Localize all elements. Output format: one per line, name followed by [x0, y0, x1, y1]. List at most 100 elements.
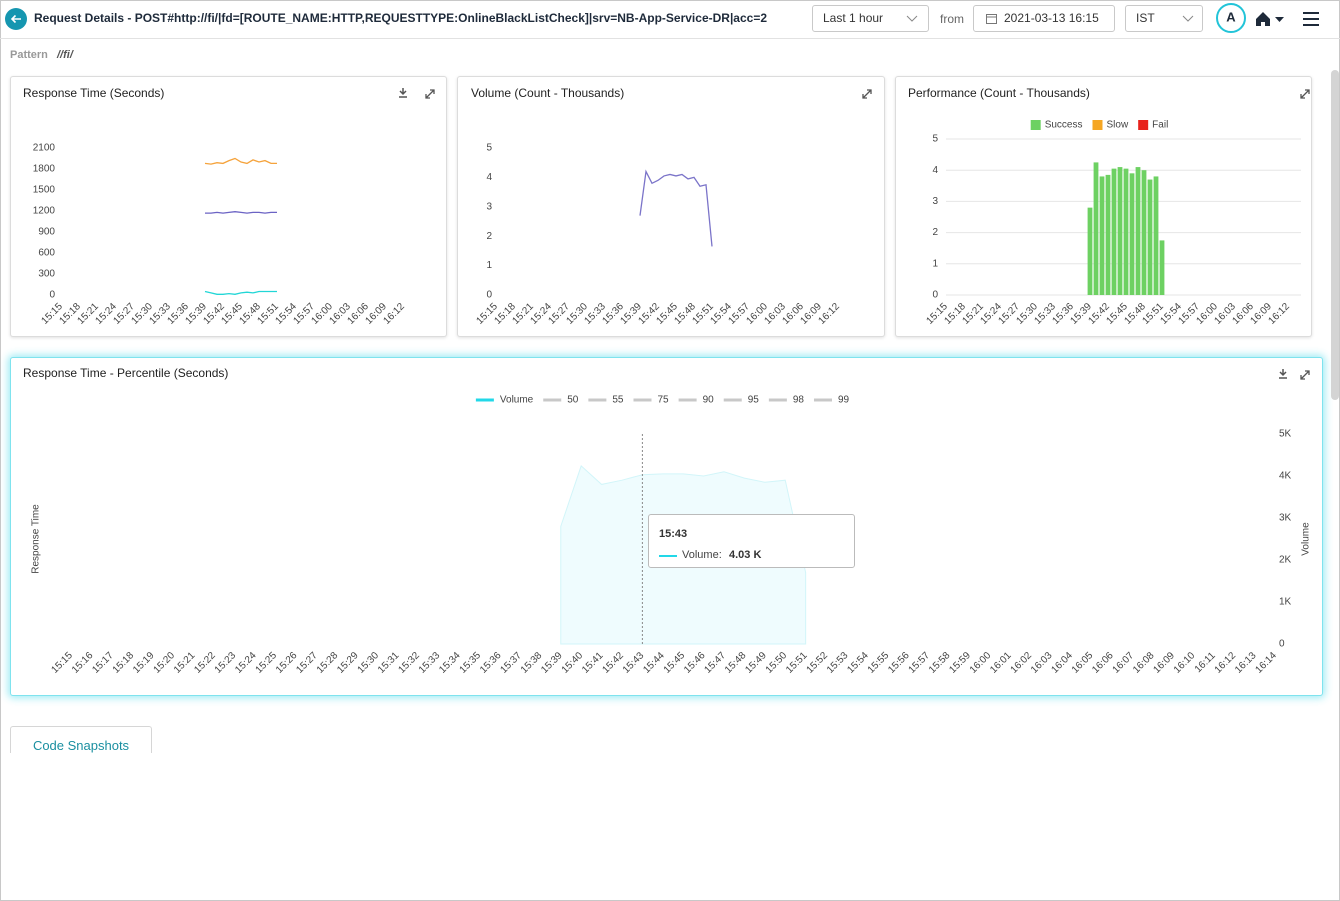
- y-tick-label: 4: [486, 172, 492, 183]
- expand-icon[interactable]: [1301, 90, 1309, 98]
- chart-title: Response Time - Percentile (Seconds): [23, 366, 228, 380]
- legend-swatch: [814, 399, 832, 402]
- header: Request Details - POST#http://fi/|fd=[RO…: [0, 0, 1340, 39]
- legend-swatch: [679, 399, 697, 402]
- x-tick-label: 15:44: [641, 650, 667, 676]
- y-tick-label: 1200: [33, 206, 56, 217]
- legend-label[interactable]: 90: [703, 395, 715, 406]
- line: [640, 172, 712, 247]
- x-tick-label: 16:12: [382, 301, 408, 327]
- legend-label[interactable]: 75: [657, 395, 669, 406]
- chart-title: Performance (Count - Thousands): [908, 86, 1090, 100]
- x-tick-label: 15:42: [600, 650, 626, 676]
- tooltip-swatch: [659, 555, 677, 557]
- legend-label[interactable]: Slow: [1106, 120, 1128, 131]
- download-icon[interactable]: [1279, 369, 1287, 378]
- x-tick-label: 16:06: [1090, 650, 1116, 676]
- y-tick-label: 1500: [33, 185, 56, 196]
- hamburger-menu[interactable]: [1303, 11, 1321, 27]
- x-tick-label: 16:11: [1193, 650, 1218, 675]
- legend-swatch: [633, 399, 651, 402]
- x-tick-label: 15:33: [417, 650, 443, 676]
- y2-tick-label: 4K: [1279, 471, 1292, 482]
- x-tick-label: 16:12: [817, 301, 843, 327]
- legend-swatch: [1031, 120, 1041, 130]
- legend-swatch: [1092, 120, 1102, 130]
- x-tick-label: 15:27: [294, 650, 320, 676]
- x-tick-label: 15:15: [50, 650, 76, 676]
- legend-label[interactable]: 98: [793, 395, 805, 406]
- legend-label[interactable]: Volume: [500, 395, 534, 406]
- x-tick-label: 16:08: [1131, 650, 1157, 676]
- x-tick-label: 15:45: [662, 650, 688, 676]
- chart: Performance (Count - Thousands) 01234515…: [896, 77, 1313, 338]
- x-tick-label: 16:05: [1070, 650, 1096, 676]
- chart: Volume (Count - Thousands) 01234515:1515…: [458, 77, 886, 338]
- x-tick-label: 15:50: [764, 650, 790, 676]
- back-button[interactable]: [4, 7, 28, 31]
- legend-label[interactable]: 99: [838, 395, 850, 406]
- home-menu[interactable]: [1254, 10, 1288, 28]
- x-tick-label: 15:25: [254, 650, 280, 676]
- scrollbar[interactable]: [1331, 70, 1339, 400]
- y2-tick-label: 3K: [1279, 513, 1292, 524]
- legend-swatch: [724, 399, 742, 402]
- y-tick-label: 2: [486, 231, 492, 242]
- x-tick-label: 16:12: [1267, 301, 1293, 327]
- chevron: [906, 15, 918, 23]
- x-tick-label: 16:12: [1213, 650, 1239, 676]
- y-tick-label: 0: [49, 290, 55, 301]
- bar: [1094, 162, 1099, 295]
- x-tick-label: 15:35: [458, 650, 484, 676]
- bar: [1130, 173, 1135, 295]
- expand-icon[interactable]: [1301, 371, 1309, 379]
- timezone-select[interactable]: IST: [1125, 5, 1203, 32]
- x-tick-label: 15:24: [233, 650, 259, 676]
- legend-label[interactable]: Success: [1045, 120, 1083, 131]
- pattern-value: //fi/: [57, 49, 73, 61]
- bar: [1142, 170, 1147, 295]
- y2-tick-label: 2K: [1279, 555, 1292, 566]
- date-picker[interactable]: 2021-03-13 16:15: [973, 5, 1115, 32]
- expand-icon[interactable]: [426, 90, 434, 98]
- y-tick-label: 900: [38, 227, 55, 238]
- x-tick-label: 15:51: [784, 650, 810, 676]
- bar: [1118, 167, 1123, 295]
- tooltip-label: Volume:: [682, 549, 722, 561]
- bar: [1124, 169, 1129, 295]
- y2-tick-label: 0: [1279, 639, 1285, 650]
- legend-label[interactable]: 95: [748, 395, 760, 406]
- avatar[interactable]: A: [1215, 2, 1247, 34]
- x-tick-label: 15:43: [621, 650, 647, 676]
- line: [205, 159, 277, 165]
- download-icon[interactable]: [399, 88, 407, 97]
- y2-tick-label: 1K: [1279, 597, 1292, 608]
- time-range-select[interactable]: Last 1 hour: [812, 5, 929, 32]
- panel: Performance (Count - Thousands) 01234515…: [895, 76, 1312, 337]
- tooltip: 15:43 Volume: 4.03 K: [648, 514, 855, 568]
- x-tick-label: 15:36: [478, 650, 504, 676]
- bar: [1148, 180, 1153, 295]
- expand-icon[interactable]: [863, 90, 871, 98]
- legend-label[interactable]: 50: [567, 395, 579, 406]
- x-tick-label: 15:29: [335, 650, 361, 676]
- tab[interactable]: Code Snapshots: [10, 726, 152, 753]
- y-tick-label: 3: [486, 201, 492, 212]
- legend-label[interactable]: 55: [612, 395, 624, 406]
- y2-axis-title: Volume: [1301, 522, 1312, 556]
- x-tick-label: 15:54: [845, 650, 871, 676]
- x-tick-label: 15:52: [805, 650, 831, 676]
- x-tick-label: 15:40: [560, 650, 586, 676]
- x-tick-label: 15:26: [274, 650, 300, 676]
- line: [205, 212, 277, 213]
- x-tick-label: 16:04: [1049, 650, 1075, 676]
- y-tick-label: 300: [38, 269, 55, 280]
- legend: Volume 50 55 75 90 95 98 99: [476, 395, 850, 406]
- x-tick-label: 16:14: [1254, 650, 1280, 676]
- legend-label[interactable]: Fail: [1152, 120, 1168, 131]
- x-tick-label: 16:09: [1151, 650, 1177, 676]
- time-range: Last 1 hour: [823, 11, 883, 25]
- x-tick-label: 15:21: [172, 650, 198, 676]
- from-label: from: [940, 12, 964, 26]
- x-tick-label: 15:31: [376, 650, 402, 676]
